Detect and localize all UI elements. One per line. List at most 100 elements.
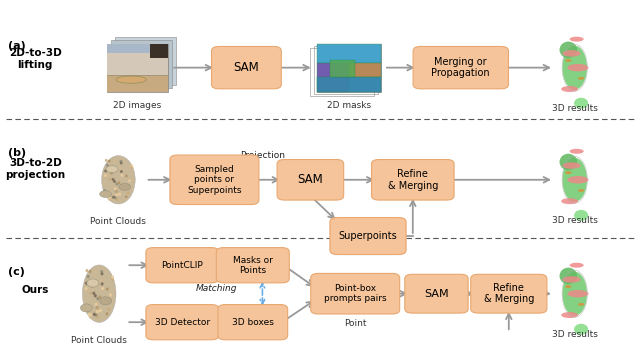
Ellipse shape — [578, 189, 584, 192]
Ellipse shape — [100, 272, 104, 276]
FancyBboxPatch shape — [216, 248, 289, 283]
Text: (a): (a) — [8, 41, 26, 51]
Ellipse shape — [113, 161, 116, 163]
Ellipse shape — [95, 303, 97, 306]
Text: Point: Point — [344, 319, 367, 328]
Text: Ours: Ours — [22, 285, 49, 295]
Ellipse shape — [91, 284, 93, 288]
Bar — [310, 48, 374, 96]
Text: 2D images: 2D images — [113, 100, 162, 110]
Ellipse shape — [106, 166, 118, 173]
Text: Projection: Projection — [240, 151, 285, 160]
Text: Merging or
Propagation: Merging or Propagation — [431, 57, 490, 78]
FancyBboxPatch shape — [471, 274, 547, 313]
Ellipse shape — [578, 77, 584, 80]
Text: 3D results: 3D results — [552, 216, 598, 225]
Ellipse shape — [86, 269, 88, 272]
Ellipse shape — [127, 192, 129, 194]
Ellipse shape — [103, 189, 106, 192]
Ellipse shape — [112, 196, 115, 199]
Ellipse shape — [119, 168, 122, 171]
Text: 3D-to-2D
projection: 3D-to-2D projection — [5, 158, 65, 180]
Ellipse shape — [101, 287, 104, 290]
Text: Refine
& Merging: Refine & Merging — [388, 169, 438, 190]
Ellipse shape — [84, 305, 86, 308]
Ellipse shape — [85, 282, 88, 285]
Ellipse shape — [94, 271, 97, 274]
Text: SAM: SAM — [424, 289, 449, 299]
Bar — [107, 53, 168, 75]
Text: Point Clouds: Point Clouds — [90, 217, 147, 226]
Text: Point Clouds: Point Clouds — [71, 336, 127, 345]
Ellipse shape — [95, 314, 98, 317]
Ellipse shape — [115, 193, 118, 196]
Ellipse shape — [116, 198, 118, 201]
Ellipse shape — [113, 180, 116, 183]
Ellipse shape — [563, 162, 580, 169]
Bar — [111, 41, 172, 89]
Ellipse shape — [83, 265, 116, 323]
Ellipse shape — [89, 314, 92, 317]
Ellipse shape — [565, 171, 572, 174]
Ellipse shape — [96, 306, 99, 309]
Ellipse shape — [108, 197, 111, 199]
Ellipse shape — [87, 279, 99, 287]
Text: (b): (b) — [8, 148, 26, 158]
Ellipse shape — [89, 315, 92, 319]
Ellipse shape — [109, 191, 111, 194]
Ellipse shape — [125, 195, 127, 198]
Text: 2D-to-3D
lifting: 2D-to-3D lifting — [9, 48, 61, 69]
Ellipse shape — [106, 287, 109, 291]
Ellipse shape — [92, 292, 95, 295]
Ellipse shape — [104, 174, 107, 177]
Ellipse shape — [120, 174, 124, 177]
Bar — [314, 46, 378, 94]
Ellipse shape — [99, 309, 102, 313]
Ellipse shape — [570, 149, 584, 154]
FancyBboxPatch shape — [170, 155, 259, 204]
Text: 3D boxes: 3D boxes — [232, 318, 274, 327]
Ellipse shape — [86, 275, 90, 278]
Ellipse shape — [570, 37, 584, 42]
Ellipse shape — [565, 59, 572, 62]
Ellipse shape — [97, 315, 99, 318]
Ellipse shape — [578, 303, 584, 306]
Bar — [107, 43, 168, 91]
Ellipse shape — [106, 312, 108, 315]
Ellipse shape — [563, 158, 587, 202]
Text: PointCLIP: PointCLIP — [161, 261, 204, 270]
Text: Masks or
Points: Masks or Points — [233, 256, 273, 275]
Ellipse shape — [120, 170, 123, 173]
Ellipse shape — [559, 42, 577, 58]
Ellipse shape — [559, 268, 577, 284]
Ellipse shape — [563, 46, 587, 90]
Ellipse shape — [115, 190, 118, 193]
Ellipse shape — [107, 196, 110, 199]
Ellipse shape — [563, 276, 580, 283]
Ellipse shape — [115, 183, 118, 185]
FancyBboxPatch shape — [146, 304, 219, 340]
Ellipse shape — [104, 169, 107, 172]
Ellipse shape — [110, 172, 113, 175]
Bar — [115, 37, 175, 85]
FancyBboxPatch shape — [211, 46, 282, 89]
FancyBboxPatch shape — [311, 273, 400, 314]
Ellipse shape — [125, 174, 128, 177]
Text: 2D masks: 2D masks — [327, 100, 371, 110]
Ellipse shape — [116, 76, 147, 83]
FancyBboxPatch shape — [371, 159, 454, 200]
Ellipse shape — [574, 324, 588, 335]
Ellipse shape — [131, 164, 133, 167]
Ellipse shape — [90, 307, 92, 310]
Bar — [317, 43, 381, 91]
Ellipse shape — [115, 187, 118, 189]
FancyBboxPatch shape — [146, 248, 219, 283]
Ellipse shape — [102, 156, 135, 204]
Ellipse shape — [81, 304, 92, 312]
Ellipse shape — [561, 312, 578, 318]
Ellipse shape — [100, 297, 111, 305]
Bar — [150, 43, 168, 58]
Bar — [317, 44, 381, 63]
Ellipse shape — [108, 178, 111, 180]
Ellipse shape — [96, 302, 99, 305]
